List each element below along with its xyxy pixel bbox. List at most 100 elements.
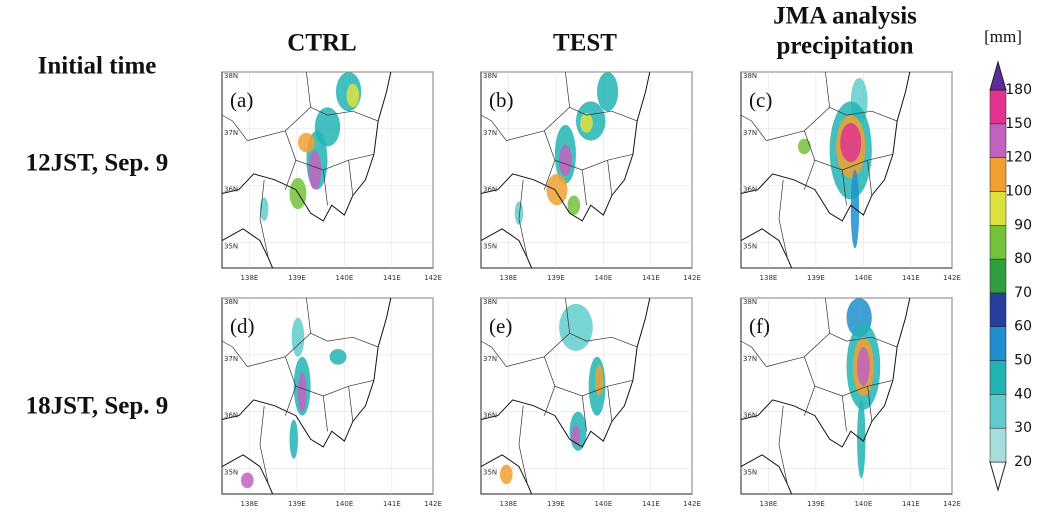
- colorbar-label: 150: [1005, 116, 1032, 132]
- colorbar-label: 120: [1005, 150, 1032, 166]
- lat-label: 37N: [483, 129, 497, 137]
- lat-label: 36N: [224, 412, 238, 420]
- colorbar-label: 90: [1014, 217, 1032, 233]
- lon-label: 141E: [642, 500, 660, 508]
- lat-label: 38N: [224, 72, 238, 80]
- map-panel: 35N36N37N38N138E139E140E141E142E(d): [222, 298, 442, 508]
- lon-label: 140E: [854, 500, 872, 508]
- colorbar-label: 180: [1005, 82, 1032, 98]
- lat-label: 38N: [224, 298, 238, 306]
- colorbar-label: 20: [1014, 454, 1032, 470]
- panel-label: (f): [749, 314, 770, 338]
- lat-label: 38N: [483, 298, 497, 306]
- colorbar-under: [990, 462, 1006, 490]
- precip-area: [572, 425, 580, 445]
- map-panel: 35N36N37N38N138E139E140E141E142E(f): [741, 298, 961, 508]
- precip-area: [798, 139, 811, 155]
- precip-area: [559, 145, 572, 176]
- lon-label: 138E: [500, 500, 518, 508]
- colorbar-unit: [mm]: [984, 27, 1022, 46]
- map-panel: 35N 36N 37N 38N 138E 139E 140E 141E 142E (e): [481, 298, 701, 508]
- colorbar-label: 60: [1014, 319, 1032, 335]
- lon-label: 140E: [594, 274, 612, 282]
- lon-label: 142E: [683, 500, 701, 508]
- colorbar-label: 100: [1005, 183, 1032, 199]
- panel-label: (e): [489, 314, 512, 338]
- lat-label: 37N: [743, 355, 757, 363]
- precip-area: [851, 170, 859, 248]
- precip-area: [500, 465, 513, 485]
- lat-label: 37N: [224, 355, 238, 363]
- colorbar-over: [990, 62, 1006, 90]
- lon-label: 142E: [424, 500, 442, 508]
- colorbar-segment: [990, 361, 1006, 395]
- lat-label: 35N: [224, 243, 238, 251]
- column-header: TEST: [553, 30, 617, 57]
- colorbar-segment: [990, 124, 1006, 158]
- row-label: 12JST, Sep. 9: [26, 150, 169, 177]
- lat-label: 35N: [483, 469, 497, 477]
- lon-label: 141E: [902, 274, 920, 282]
- lat-label: 38N: [743, 298, 757, 306]
- lon-label: 140E: [594, 500, 612, 508]
- colorbar-segment: [990, 394, 1006, 428]
- lat-label: 38N: [483, 72, 497, 80]
- lon-label: 139E: [547, 500, 565, 508]
- map-frame: [741, 298, 952, 494]
- column-header: precipitation: [776, 33, 913, 60]
- lon-label: 138E: [241, 274, 259, 282]
- lat-label: 35N: [224, 469, 238, 477]
- panel-label: (c): [749, 88, 772, 112]
- colorbar-label: 50: [1014, 353, 1032, 369]
- lon-label: 139E: [288, 500, 306, 508]
- colorbar-segment: [990, 90, 1006, 124]
- lon-label: 139E: [547, 274, 565, 282]
- lat-label: 36N: [224, 186, 238, 194]
- colorbar-segment: [990, 158, 1006, 192]
- lon-label: 139E: [807, 274, 825, 282]
- lon-label: 141E: [902, 500, 920, 508]
- lat-label: 35N: [743, 243, 757, 251]
- lon-label: 141E: [383, 500, 401, 508]
- panel-label: (a): [230, 88, 253, 112]
- colorbar-label: 30: [1014, 420, 1032, 436]
- precip-area: [597, 72, 618, 111]
- lon-label: 141E: [642, 274, 660, 282]
- precip-area: [580, 113, 593, 133]
- lon-label: 138E: [500, 274, 518, 282]
- row-title: Initial time: [38, 53, 157, 80]
- lon-label: 142E: [424, 274, 442, 282]
- lat-label: 36N: [743, 412, 757, 420]
- precip-area: [559, 304, 593, 351]
- map-frame: [222, 72, 433, 268]
- lat-label: 37N: [483, 355, 497, 363]
- precip-area: [546, 174, 567, 205]
- lat-label: 35N: [743, 469, 757, 477]
- panel-label: (b): [489, 88, 514, 112]
- colorbar-segment: [990, 225, 1006, 259]
- lat-label: 38N: [743, 72, 757, 80]
- colorbar-label: 80: [1014, 251, 1032, 267]
- lat-label: 37N: [224, 129, 238, 137]
- precip-area: [840, 123, 861, 162]
- precip-area: [309, 150, 322, 189]
- precip-area: [241, 472, 254, 488]
- lon-label: 142E: [683, 274, 701, 282]
- colorbar-label: 40: [1014, 386, 1032, 402]
- lon-label: 142E: [943, 500, 961, 508]
- lon-label: 139E: [288, 274, 306, 282]
- precip-area: [857, 347, 870, 386]
- lon-label: 140E: [335, 500, 353, 508]
- precip-area: [290, 420, 298, 459]
- colorbar-label: 70: [1014, 285, 1032, 301]
- lon-label: 138E: [760, 274, 778, 282]
- precip-area: [346, 84, 359, 108]
- colorbar-segment: [990, 327, 1006, 361]
- figure: Initial time [mm] CTRLTESTJMA analysispr…: [0, 0, 1037, 516]
- lat-label: 35N: [483, 243, 497, 251]
- lat-label: 36N: [483, 412, 497, 420]
- colorbar-segment: [990, 428, 1006, 462]
